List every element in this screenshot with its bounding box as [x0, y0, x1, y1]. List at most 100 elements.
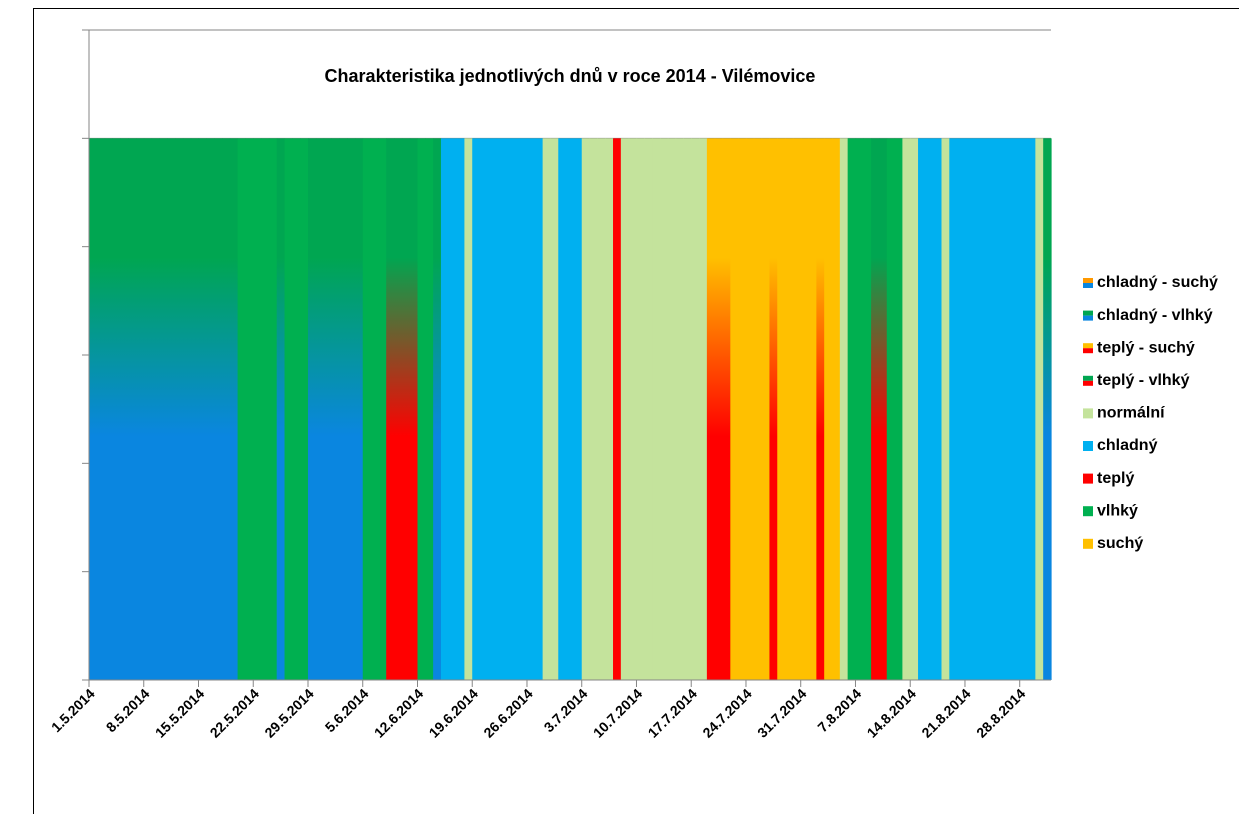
bar-segment: [472, 138, 481, 681]
x-tick-label: 19.6.2014: [426, 685, 482, 741]
x-tick-label: 5.6.2014: [322, 685, 372, 735]
bar-segment: [605, 138, 614, 681]
bar-segment: [628, 138, 638, 681]
bar-segment: [487, 138, 497, 681]
bar-segment: [745, 138, 755, 681]
bar-segment: [261, 138, 270, 681]
bar-segment: [910, 138, 919, 681]
bar-segment: [394, 138, 403, 681]
bar-segment: [120, 138, 129, 681]
bar-segment: [855, 138, 864, 681]
bar-segment: [761, 138, 771, 681]
bar-segment: [401, 138, 411, 681]
bar-segment: [847, 138, 857, 681]
bar-segment: [1043, 138, 1052, 681]
legend-label: normální: [1097, 405, 1165, 422]
bar-segment: [284, 138, 293, 681]
bar-segment: [448, 138, 458, 681]
bar-segment: [933, 138, 943, 681]
bar-segment: [417, 138, 426, 681]
bar-segment: [112, 138, 121, 681]
bar-segment: [128, 138, 137, 681]
bar-segment: [972, 138, 982, 681]
bar-segment: [534, 138, 544, 681]
bar-segment: [1004, 138, 1013, 681]
bar-segment: [706, 138, 716, 681]
bar-segment: [503, 138, 512, 681]
bar-segment: [190, 138, 200, 681]
legend-swatch: [1083, 375, 1093, 381]
bar-segment: [425, 138, 434, 681]
bar-segment: [824, 138, 833, 681]
bar-segment: [229, 138, 239, 681]
bar-segment: [237, 138, 247, 681]
legend-label: chladný - suchý: [1097, 274, 1218, 291]
bar-segment: [339, 138, 348, 681]
bar-segment: [800, 138, 810, 681]
legend-swatch: [1083, 538, 1093, 549]
x-tick-label: 1.5.2014: [48, 685, 98, 735]
bar-segment: [566, 138, 575, 681]
bar-segment: [839, 138, 849, 681]
legend-label: teplý - vlhký: [1097, 372, 1190, 389]
x-tick-label: 22.5.2014: [207, 685, 263, 741]
bar-segment: [902, 138, 911, 681]
bar-segment: [738, 138, 747, 681]
legend-swatch: [1083, 408, 1093, 419]
plot-area: [82, 29, 1052, 687]
x-tick-label: 24.7.2014: [699, 685, 755, 741]
bar-segment: [542, 138, 552, 681]
bar-segment: [667, 138, 677, 681]
bar-segment: [331, 138, 340, 681]
x-tick-label: 26.6.2014: [480, 685, 536, 741]
bar-segment: [143, 138, 153, 681]
bar-segment: [292, 138, 301, 681]
bar-segment: [581, 138, 591, 681]
bar-segment: [769, 138, 778, 681]
x-tick-label: 3.7.2014: [541, 685, 591, 735]
bar-segment: [409, 138, 419, 681]
x-tick-label: 21.8.2014: [918, 685, 974, 741]
bar-segment: [370, 138, 379, 681]
legend-swatch: [1083, 348, 1093, 354]
bar-segment: [221, 138, 231, 681]
bar-segment: [949, 138, 958, 681]
bar-segment: [151, 138, 160, 681]
x-tick-label: 14.8.2014: [864, 685, 920, 741]
bar-segment: [307, 138, 317, 681]
bar-segment: [871, 138, 880, 681]
bar-segment: [957, 138, 966, 681]
bar-segment: [378, 138, 387, 681]
legend-label: suchý: [1097, 535, 1143, 552]
bar-segment: [996, 138, 1005, 681]
bar-segment: [722, 138, 731, 681]
bar-segment: [159, 138, 168, 681]
bar-segment: [652, 138, 661, 681]
x-tick-label: 17.7.2014: [645, 685, 701, 741]
x-tick-label: 31.7.2014: [754, 685, 810, 741]
bar-segment: [863, 138, 872, 681]
bar-segment: [941, 138, 950, 681]
bar-segment: [886, 138, 896, 681]
bar-segment: [558, 138, 567, 681]
bar-segment: [573, 138, 583, 681]
bar-segment: [792, 138, 802, 681]
bar-segment: [511, 138, 520, 681]
legend-swatch: [1083, 278, 1093, 283]
bar-segment: [214, 138, 223, 681]
legend-swatch: [1083, 343, 1093, 349]
legend-swatch: [1083, 473, 1093, 484]
bar-segment: [464, 138, 473, 681]
bar-segment: [433, 138, 442, 681]
bar-segment: [550, 138, 559, 681]
legend-swatch: [1083, 283, 1093, 288]
legend-label: teplý: [1097, 470, 1134, 487]
x-tick-label: 12.6.2014: [371, 685, 427, 741]
bar-segment: [730, 138, 739, 681]
chart-title: Charakteristika jednotlivých dnů v roce …: [325, 66, 816, 86]
bar-segment: [96, 138, 106, 681]
bar-segment: [816, 138, 825, 681]
legend-swatch: [1083, 506, 1093, 517]
bar-segment: [699, 138, 708, 681]
